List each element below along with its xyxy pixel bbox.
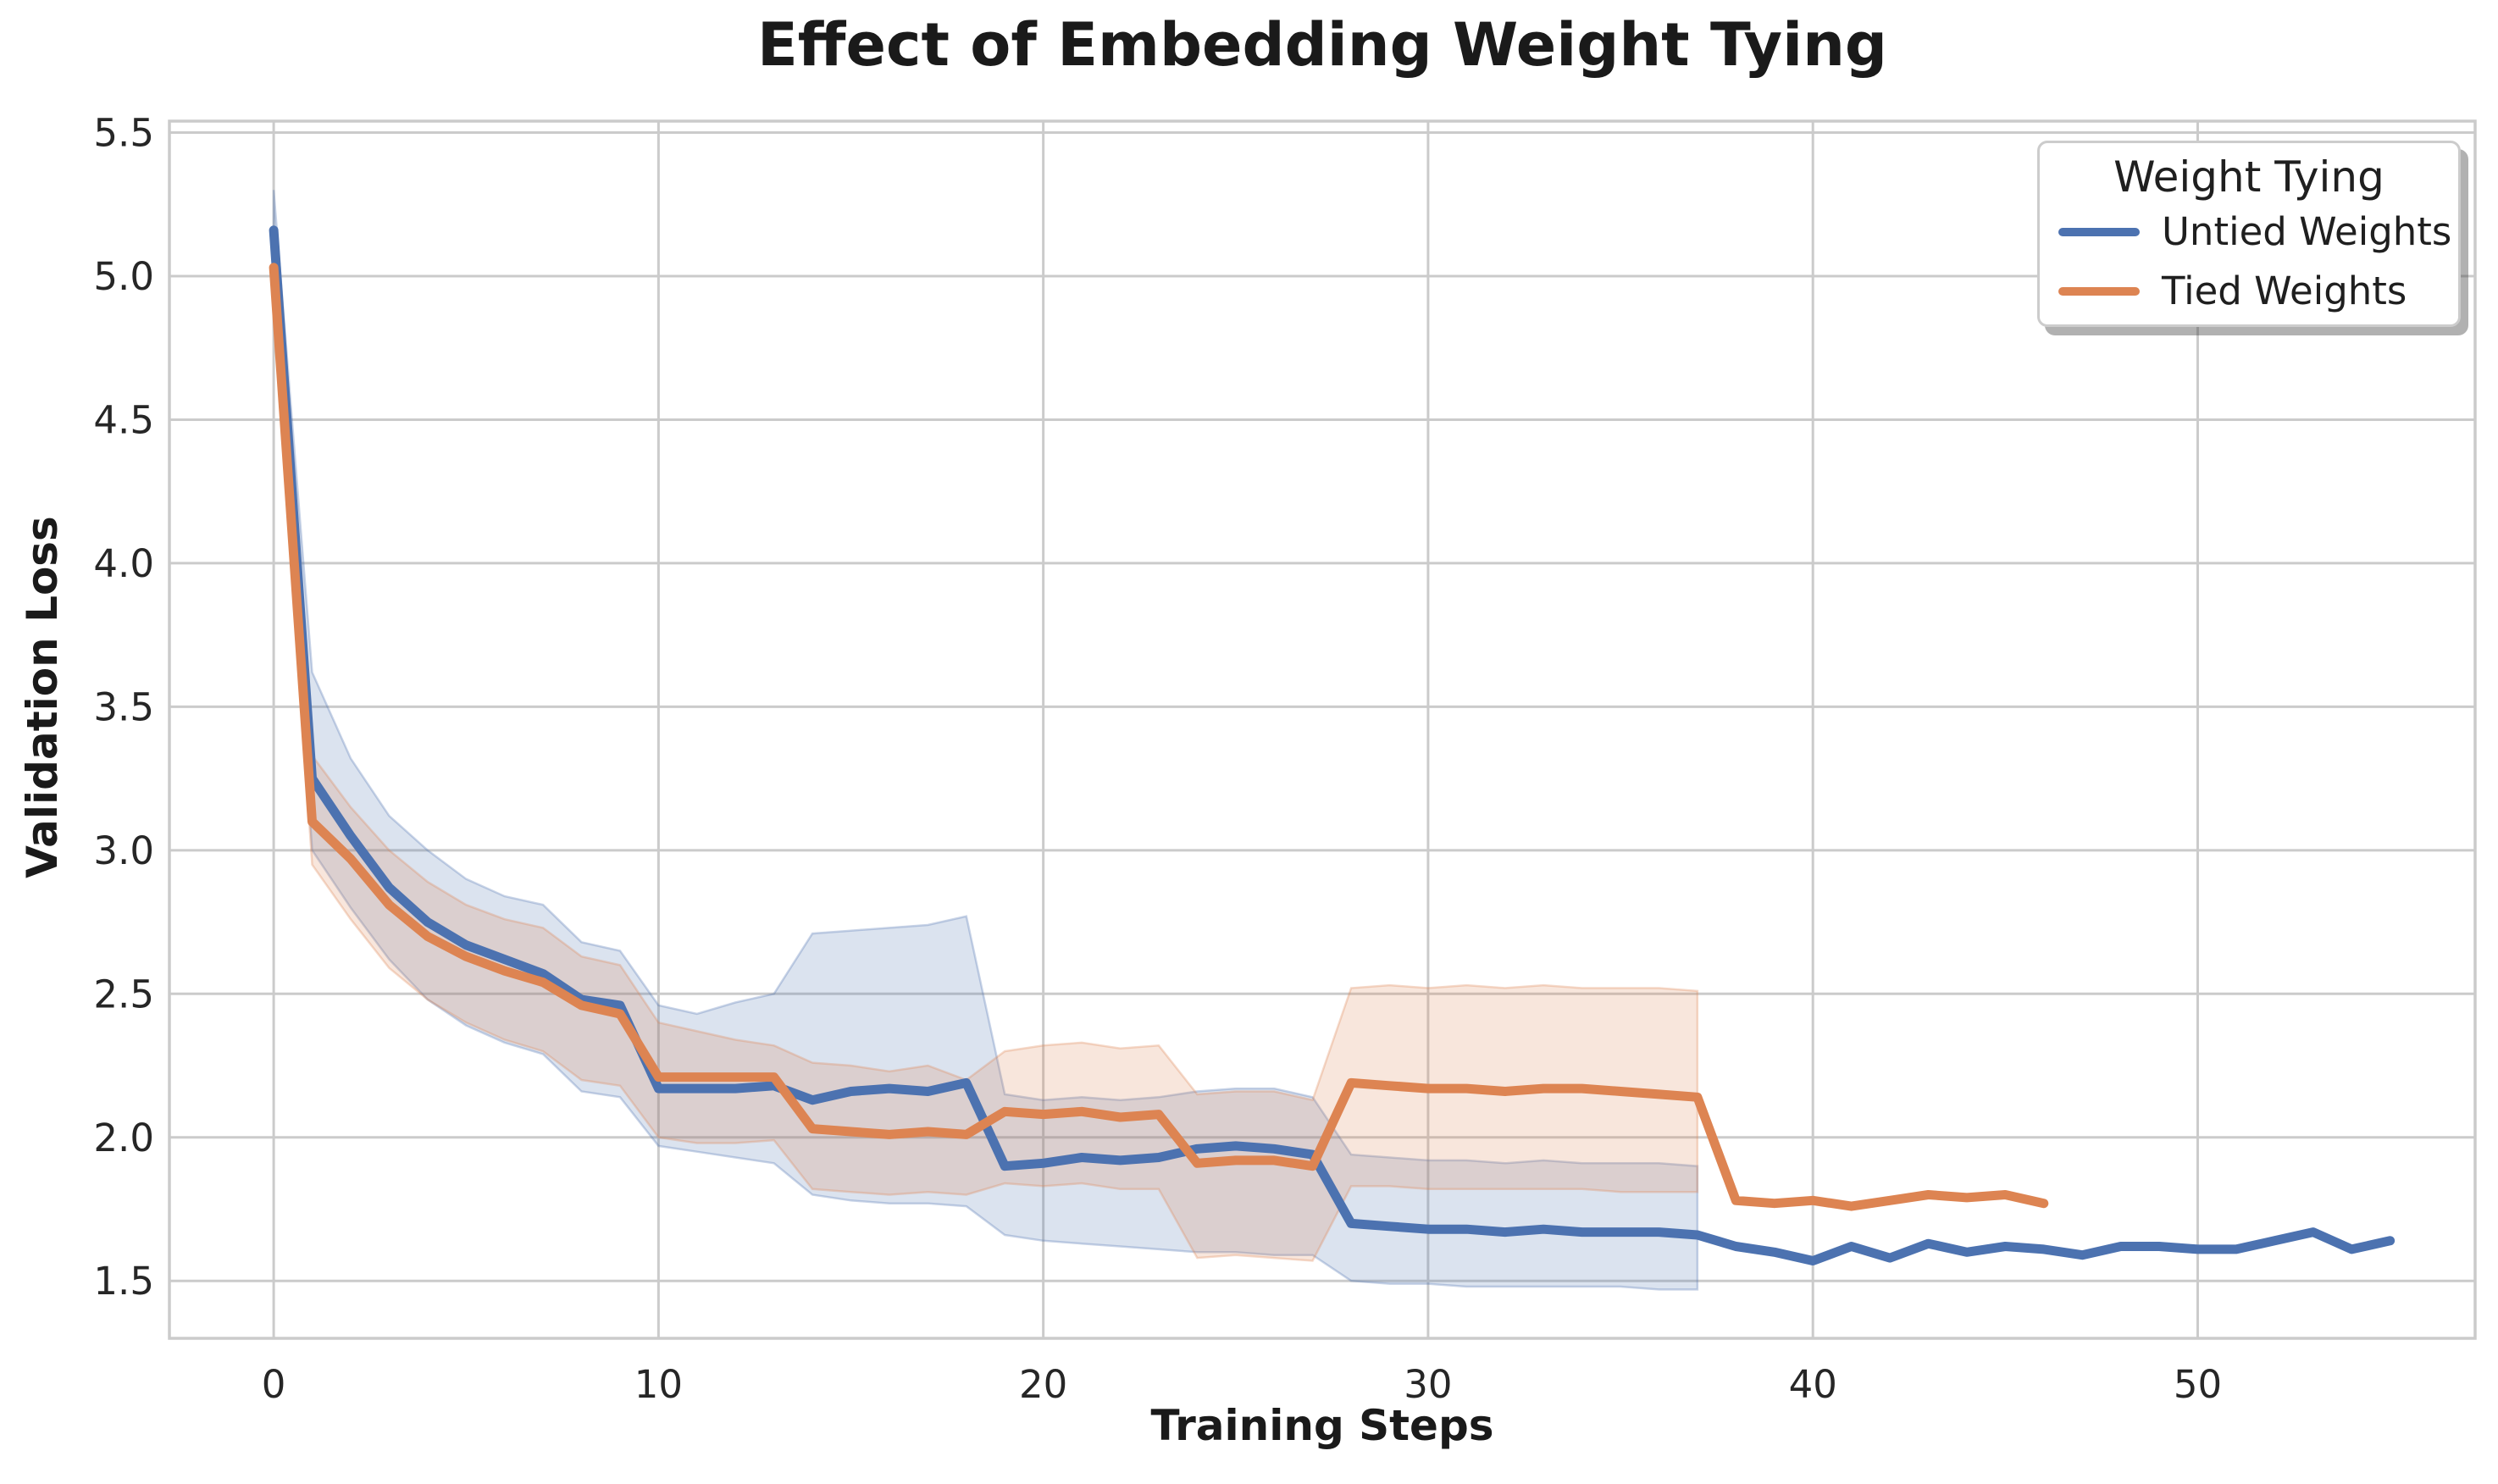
svg-text:2.0: 2.0 [93,1116,154,1160]
plot-border [168,119,2477,1340]
chart-title: Effect of Embedding Weight Tying [756,10,1888,80]
legend-label-tied-weights: Tied Weights [2162,269,2407,313]
y-tick-labels: 1.5 2.0 2.5 3.0 3.5 4.0 4.5 5.0 5.5 [93,111,154,1304]
svg-text:30: 30 [1404,1362,1452,1407]
svg-text:5.0: 5.0 [93,254,154,299]
legend: Weight Tying Untied Weights Tied Weights [2037,141,2461,327]
legend-title: Weight Tying [2113,152,2384,202]
legend-item-untied-weights: Untied Weights [2040,202,2458,262]
svg-text:4.0: 4.0 [93,541,154,586]
svg-text:1.5: 1.5 [93,1259,154,1304]
svg-text:0: 0 [262,1362,286,1407]
x-axis-label: Training Steps [1150,1401,1494,1450]
svg-text:3.5: 3.5 [93,684,154,729]
x-gridlines [272,121,2199,1338]
tied-confidence-band [272,241,1699,1262]
legend-label-untied-weights: Untied Weights [2162,209,2452,254]
untied-weights-line-swatch-icon [2058,227,2140,236]
svg-text:10: 10 [634,1362,683,1407]
untied-confidence-band [272,190,1699,1291]
tied-weights-line [269,263,2049,1211]
svg-text:2.5: 2.5 [93,972,154,1016]
svg-text:5.5: 5.5 [93,111,154,156]
legend-item-tied-weights: Tied Weights [2040,262,2458,321]
svg-text:20: 20 [1019,1362,1067,1407]
svg-text:4.5: 4.5 [93,397,154,442]
tied-weights-line-swatch-icon [2058,286,2140,296]
svg-text:3.0: 3.0 [93,828,154,873]
svg-text:40: 40 [1789,1362,1837,1407]
svg-text:50: 50 [2174,1362,2222,1407]
x-tick-labels: 0 10 20 30 40 50 [262,1362,2222,1407]
y-axis-label: Validation Loss [18,516,67,878]
